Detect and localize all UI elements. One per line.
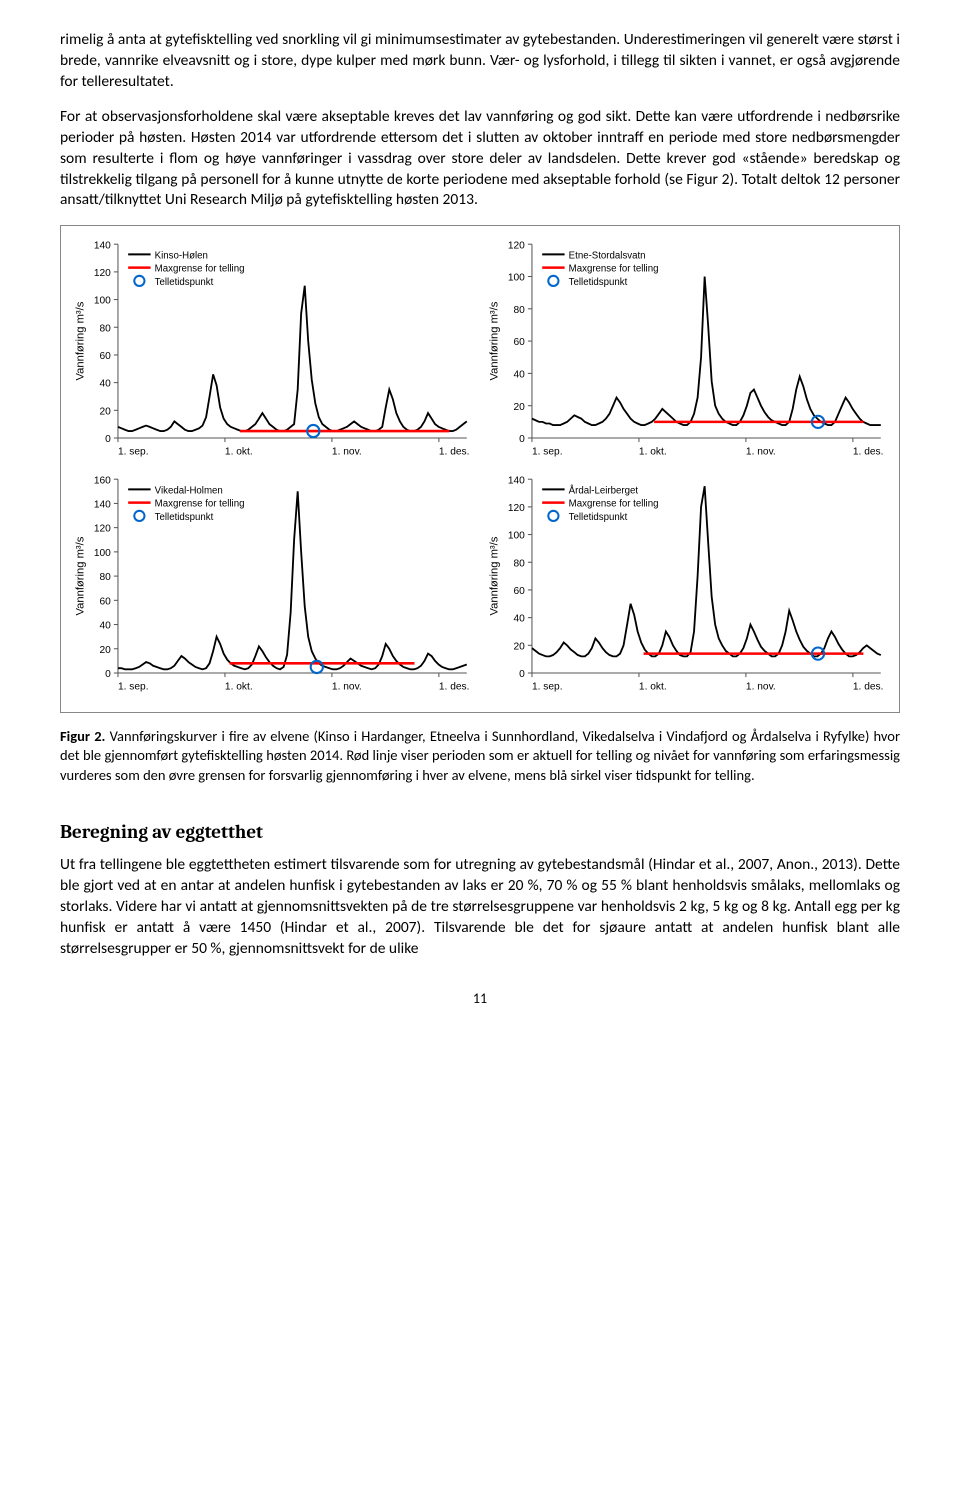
svg-text:1. okt.: 1. okt.: [639, 681, 667, 692]
svg-text:Maxgrense for telling: Maxgrense for telling: [155, 264, 245, 275]
svg-text:1. nov.: 1. nov.: [746, 447, 776, 458]
svg-text:40: 40: [99, 621, 111, 632]
svg-text:120: 120: [508, 241, 525, 252]
svg-text:1. okt.: 1. okt.: [225, 447, 253, 458]
svg-text:1. des.: 1. des.: [853, 681, 884, 692]
svg-text:1. des.: 1. des.: [439, 681, 470, 692]
svg-text:80: 80: [513, 558, 525, 569]
figure-2-panel: 0 20 40 60 80 100 120 140 Vannføring m³/s 1. sep.…: [60, 225, 900, 712]
paragraph-2: For at observasjonsforholdene skal være …: [60, 107, 900, 212]
svg-text:Årdal-Leirberget: Årdal-Leirberget: [569, 485, 639, 496]
svg-text:140: 140: [94, 499, 111, 510]
svg-text:Maxgrense for telling: Maxgrense for telling: [569, 499, 659, 510]
svg-text:0: 0: [105, 434, 111, 445]
svg-text:1. nov.: 1. nov.: [332, 447, 362, 458]
svg-text:40: 40: [513, 370, 525, 381]
svg-text:20: 20: [99, 645, 111, 656]
caption-label: Figur 2.: [60, 727, 105, 745]
svg-text:80: 80: [99, 572, 111, 583]
chart-etne: 0 20 40 60 80 100 120 Vannføring m³/s 1. sep. 1. …: [483, 234, 891, 469]
svg-text:60: 60: [513, 586, 525, 597]
svg-text:60: 60: [513, 338, 525, 349]
svg-text:Telletidspunkt: Telletidspunkt: [155, 277, 214, 288]
svg-text:1. nov.: 1. nov.: [746, 681, 776, 692]
svg-text:20: 20: [513, 402, 525, 413]
svg-text:40: 40: [513, 614, 525, 625]
paragraph-3: Ut fra tellingene ble eggtettheten estim…: [60, 855, 900, 960]
svg-text:60: 60: [99, 596, 111, 607]
svg-text:Vannføring m³/s: Vannføring m³/s: [488, 302, 500, 381]
svg-text:140: 140: [94, 241, 111, 252]
svg-text:20: 20: [99, 407, 111, 418]
page-number: 11: [60, 990, 900, 1007]
svg-text:1. nov.: 1. nov.: [332, 681, 362, 692]
svg-text:Maxgrense for telling: Maxgrense for telling: [155, 499, 245, 510]
svg-text:100: 100: [94, 548, 111, 559]
svg-text:1. sep.: 1. sep.: [118, 681, 149, 692]
svg-text:1. des.: 1. des.: [439, 447, 470, 458]
paragraph-1: rimelig å anta at gytefisktelling ved sn…: [60, 30, 900, 93]
svg-text:Etne-Stordalsvatn: Etne-Stordalsvatn: [569, 251, 646, 262]
svg-text:1. sep.: 1. sep.: [532, 447, 563, 458]
svg-text:1. sep.: 1. sep.: [118, 447, 149, 458]
svg-text:1. okt.: 1. okt.: [225, 681, 253, 692]
figure-2-caption: Figur 2. Vannføringskurver i fire av elv…: [60, 727, 900, 786]
svg-text:40: 40: [99, 379, 111, 390]
svg-text:Vannføring m³/s: Vannføring m³/s: [74, 302, 86, 381]
svg-text:Telletidspunkt: Telletidspunkt: [569, 512, 628, 523]
svg-text:100: 100: [508, 273, 525, 284]
svg-text:100: 100: [508, 531, 525, 542]
svg-text:160: 160: [94, 475, 111, 486]
svg-text:1. des.: 1. des.: [853, 447, 884, 458]
chart-ardal: 0 20 40 60 80 100 120 140 Vannføring m³/s 1. sep.…: [483, 469, 891, 704]
svg-text:80: 80: [99, 324, 111, 335]
svg-text:Kinso-Hølen: Kinso-Hølen: [155, 251, 208, 262]
chart-kinso: 0 20 40 60 80 100 120 140 Vannføring m³/s 1. sep.…: [69, 234, 477, 469]
svg-text:120: 120: [94, 268, 111, 279]
svg-text:Telletidspunkt: Telletidspunkt: [155, 512, 214, 523]
svg-text:120: 120: [508, 503, 525, 514]
svg-text:100: 100: [94, 296, 111, 307]
caption-text: Vannføringskurver i fire av elvene (Kins…: [60, 727, 900, 784]
svg-text:0: 0: [519, 669, 525, 680]
svg-text:140: 140: [508, 475, 525, 486]
svg-text:0: 0: [105, 669, 111, 680]
svg-text:Vikedal-Holmen: Vikedal-Holmen: [155, 485, 223, 496]
svg-text:Telletidspunkt: Telletidspunkt: [569, 277, 628, 288]
chart-vikedal: 0 20 40 60 80 100 120 140 160 Vannføring m³/s 1. s…: [69, 469, 477, 704]
svg-text:80: 80: [513, 305, 525, 316]
svg-text:60: 60: [99, 351, 111, 362]
svg-text:1. okt.: 1. okt.: [639, 447, 667, 458]
svg-text:Vannføring m³/s: Vannføring m³/s: [74, 536, 86, 615]
svg-text:20: 20: [513, 641, 525, 652]
svg-text:1. sep.: 1. sep.: [532, 681, 563, 692]
svg-text:Maxgrense for telling: Maxgrense for telling: [569, 264, 659, 275]
svg-text:0: 0: [519, 434, 525, 445]
section-heading: Beregning av eggtetthet: [60, 821, 900, 843]
svg-text:120: 120: [94, 524, 111, 535]
svg-text:Vannføring m³/s: Vannføring m³/s: [488, 536, 500, 615]
